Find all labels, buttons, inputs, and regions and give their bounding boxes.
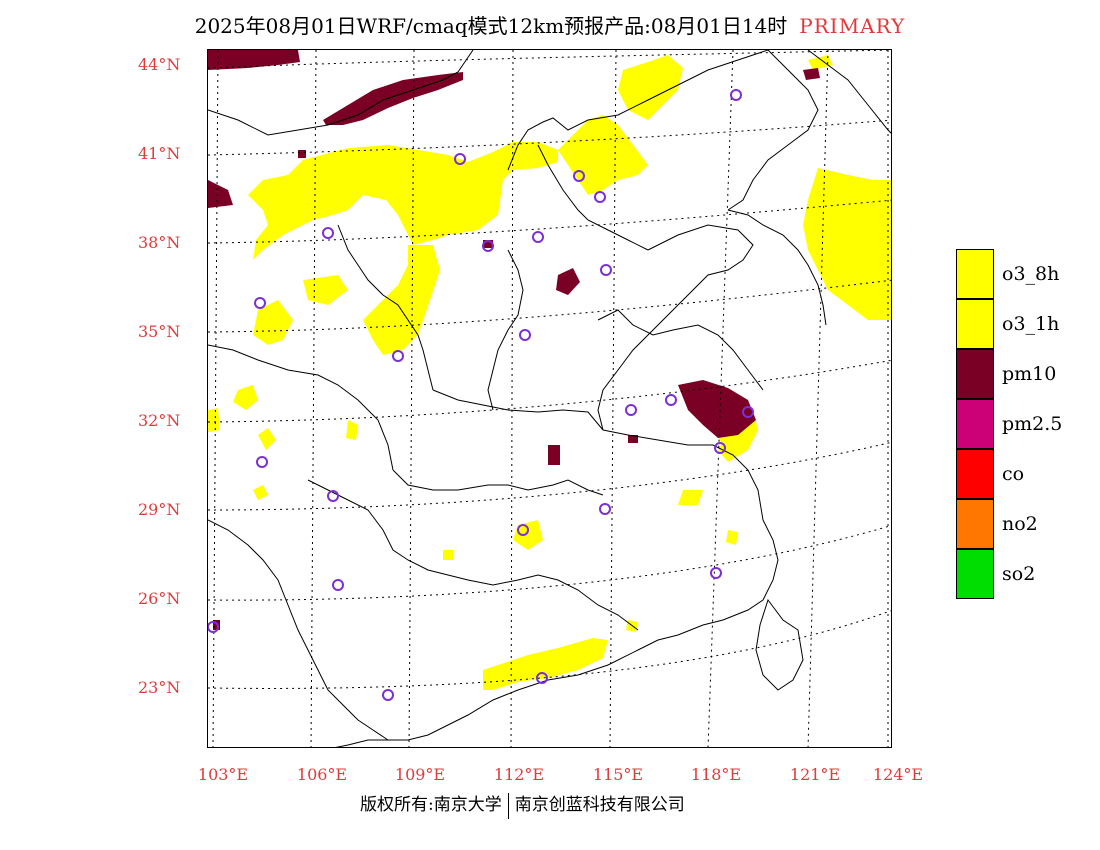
legend-swatch-pm25 <box>956 399 994 449</box>
legend-label-co: co <box>1002 463 1025 485</box>
forecast-map[interactable] <box>207 49 892 748</box>
legend-swatch-no2 <box>956 499 994 549</box>
legend-label-pm25: pm2.5 <box>1002 413 1063 435</box>
borders <box>208 50 891 747</box>
lon-label-112: 112°E <box>493 765 545 784</box>
lon-label-103: 103°E <box>197 765 249 784</box>
legend-swatch-pm10 <box>956 349 994 399</box>
legend-swatch-o3-1h <box>956 299 994 349</box>
lon-label-118: 118°E <box>690 765 742 784</box>
o3-overlay <box>208 55 891 690</box>
map-canvas <box>208 50 891 747</box>
lat-label-41: 41°N <box>138 144 181 163</box>
station-markers <box>208 89 754 701</box>
legend-item-pm10: pm10 <box>956 349 1096 399</box>
lon-label-106: 106°E <box>296 765 348 784</box>
legend-label-so2: so2 <box>1002 563 1036 585</box>
lat-label-29: 29°N <box>138 500 181 519</box>
lon-label-124: 124°E <box>872 765 924 784</box>
lat-label-35: 35°N <box>138 322 181 341</box>
company-text: 南京创蓝科技有限公司 <box>514 795 685 815</box>
lon-label-115: 115°E <box>592 765 644 784</box>
primary-tag: PRIMARY <box>799 14 906 38</box>
legend-swatch-so2 <box>956 549 994 599</box>
lat-label-23: 23°N <box>138 678 181 697</box>
map-title: 2025年08月01日WRF/cmaq模式12km预报产品:08月01日14时 P… <box>0 10 1100 39</box>
legend-item-o3-8h: o3_8h <box>956 249 1096 299</box>
pm10-overlay <box>208 50 820 630</box>
lon-label-121: 121°E <box>789 765 841 784</box>
legend-item-o3-1h: o3_1h <box>956 299 1096 349</box>
copyright-text: 版权所有:南京大学 <box>360 795 502 815</box>
legend-label-pm10: pm10 <box>1002 363 1057 385</box>
legend-item-co: co <box>956 449 1096 499</box>
legend-label-o3-1h: o3_1h <box>1002 313 1060 335</box>
lat-label-44: 44°N <box>138 55 181 74</box>
footer-separator <box>507 792 509 819</box>
lat-label-26: 26°N <box>138 589 181 608</box>
lat-label-32: 32°N <box>138 411 181 430</box>
legend-item-no2: no2 <box>956 499 1096 549</box>
graticule <box>208 50 891 747</box>
title-text: 2025年08月01日WRF/cmaq模式12km预报产品:08月01日14时 <box>194 14 788 38</box>
lon-label-109: 109°E <box>394 765 446 784</box>
legend-swatch-co <box>956 449 994 499</box>
legend-item-pm25: pm2.5 <box>956 399 1096 449</box>
footer-copyright: 版权所有:南京大学 南京创蓝科技有限公司 <box>360 790 685 819</box>
lat-label-38: 38°N <box>138 233 181 252</box>
legend-label-no2: no2 <box>1002 513 1038 535</box>
legend-item-so2: so2 <box>956 549 1096 599</box>
legend-swatch-o3-8h <box>956 249 994 299</box>
pollutant-legend: o3_8h o3_1h pm10 pm2.5 co no2 so2 <box>956 249 1096 599</box>
legend-label-o3-8h: o3_8h <box>1002 263 1060 285</box>
